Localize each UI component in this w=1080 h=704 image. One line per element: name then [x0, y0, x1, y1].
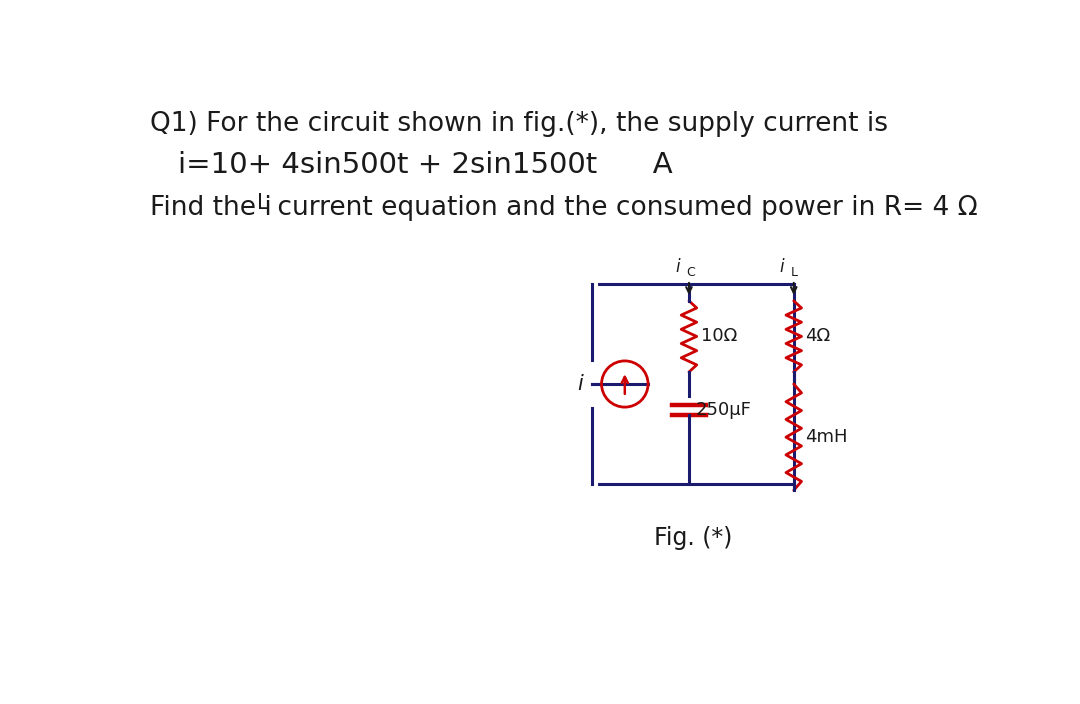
Text: i=10+ 4sin500t + 2sin1500t      A: i=10+ 4sin500t + 2sin1500t A — [177, 151, 672, 179]
Text: 4mH: 4mH — [805, 428, 847, 446]
Text: Find the i: Find the i — [150, 195, 272, 221]
Text: i: i — [675, 258, 679, 276]
Text: L: L — [791, 265, 798, 279]
Text: current equation and the consumed power in R= 4 Ω: current equation and the consumed power … — [269, 195, 977, 221]
Text: Fig. (*): Fig. (*) — [653, 527, 732, 551]
Text: 4Ω: 4Ω — [805, 327, 829, 346]
Text: 250μF: 250μF — [696, 401, 751, 419]
Text: Q1) For the circuit shown in fig.(*), the supply current is: Q1) For the circuit shown in fig.(*), th… — [150, 111, 889, 137]
Text: i: i — [577, 374, 583, 394]
Text: L: L — [257, 194, 269, 213]
Text: i: i — [780, 258, 784, 276]
Text: 10Ω: 10Ω — [701, 327, 737, 346]
Text: C: C — [686, 265, 694, 279]
